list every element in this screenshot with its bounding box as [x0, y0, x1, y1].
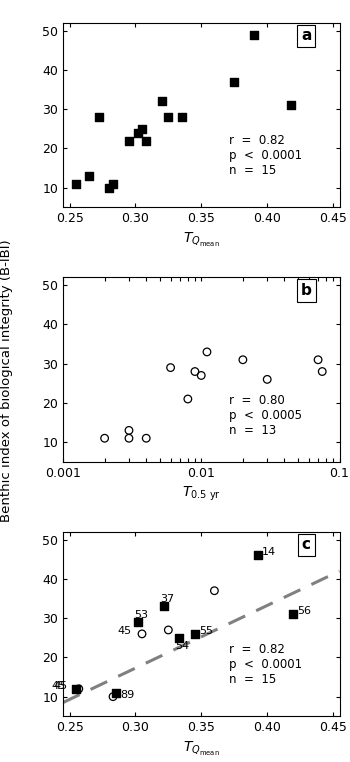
- Text: c: c: [302, 537, 311, 552]
- Point: [166, 111, 171, 123]
- Text: 14: 14: [262, 547, 276, 557]
- Point: [113, 687, 118, 699]
- X-axis label: $T_{0.5\ \rm yr}$: $T_{0.5\ \rm yr}$: [182, 485, 221, 504]
- Point: [204, 346, 210, 358]
- Point: [240, 354, 246, 366]
- Point: [264, 373, 270, 386]
- Point: [139, 628, 145, 640]
- Text: 54: 54: [175, 641, 189, 651]
- Text: r  =  0.82
p  <  0.0001
n  =  15: r = 0.82 p < 0.0001 n = 15: [229, 643, 302, 686]
- Text: Benthic index of biological integrity (B-IBI): Benthic index of biological integrity (B…: [0, 240, 14, 522]
- Point: [74, 683, 79, 695]
- Point: [315, 354, 321, 366]
- Point: [198, 370, 204, 382]
- Text: 56: 56: [298, 607, 312, 616]
- Point: [192, 366, 198, 378]
- Text: 53: 53: [134, 610, 148, 620]
- Point: [106, 181, 112, 194]
- Point: [144, 432, 149, 444]
- Point: [192, 628, 197, 640]
- Point: [143, 134, 149, 146]
- Point: [212, 584, 217, 597]
- Point: [166, 624, 171, 636]
- Text: 55: 55: [199, 626, 213, 636]
- Point: [179, 111, 184, 123]
- Point: [110, 178, 116, 190]
- Point: [185, 393, 191, 405]
- Point: [255, 549, 261, 562]
- Text: b: b: [301, 283, 312, 298]
- Point: [251, 28, 257, 40]
- Text: r  =  0.82
p  <  0.0001
n  =  15: r = 0.82 p < 0.0001 n = 15: [229, 134, 302, 177]
- Point: [320, 366, 325, 378]
- Text: 45: 45: [117, 626, 131, 636]
- X-axis label: $T_{Q_{\rm mean}}$: $T_{Q_{\rm mean}}$: [183, 740, 220, 757]
- Point: [126, 424, 132, 437]
- Point: [162, 600, 167, 613]
- Point: [290, 608, 296, 620]
- Point: [126, 134, 132, 146]
- Text: 37: 37: [160, 594, 174, 604]
- Point: [135, 126, 141, 139]
- Point: [231, 75, 237, 88]
- Point: [74, 178, 79, 190]
- Text: 45: 45: [54, 680, 68, 691]
- Point: [159, 95, 164, 107]
- Point: [301, 291, 306, 303]
- Point: [110, 690, 116, 703]
- Text: a: a: [301, 28, 312, 43]
- Point: [168, 361, 173, 373]
- Point: [176, 632, 182, 644]
- Point: [102, 432, 107, 444]
- Point: [126, 432, 132, 444]
- Point: [96, 111, 101, 123]
- Point: [86, 170, 92, 182]
- Text: 89: 89: [120, 690, 134, 700]
- X-axis label: $T_{Q_{\rm mean}}$: $T_{Q_{\rm mean}}$: [183, 231, 220, 248]
- Point: [139, 123, 145, 135]
- Text: r  =  0.80
p  <  0.0005
n  =  13: r = 0.80 p < 0.0005 n = 13: [229, 394, 302, 437]
- Point: [135, 616, 141, 628]
- Point: [288, 99, 294, 111]
- Point: [76, 683, 82, 695]
- Text: 45: 45: [51, 680, 65, 691]
